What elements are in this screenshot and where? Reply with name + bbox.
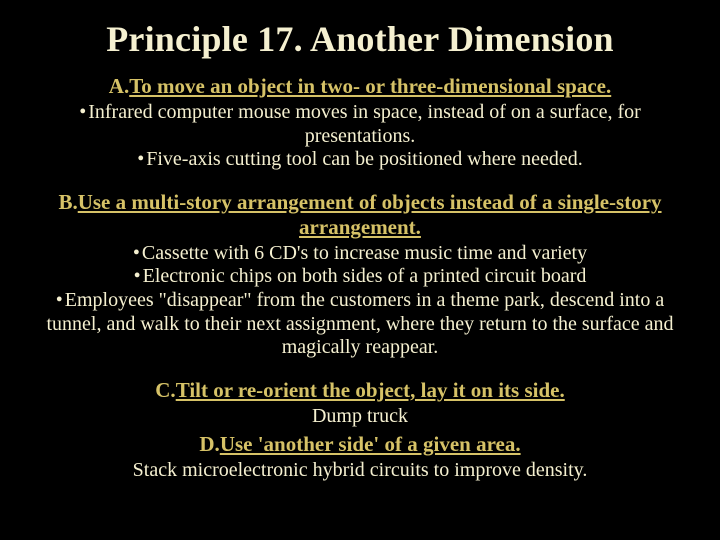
section-d-heading: D. Use 'another side' of a given area. <box>36 432 684 457</box>
section-a-heading-text: To move an object in two- or three-dimen… <box>129 74 611 98</box>
section-b-bullet-1: Cassette with 6 CD's to increase music t… <box>36 242 684 266</box>
slide-title: Principle 17. Another Dimension <box>36 18 684 60</box>
section-a-bullet-2: Five-axis cutting tool can be positioned… <box>36 148 684 172</box>
slide: Principle 17. Another Dimension A. To mo… <box>0 0 720 540</box>
section-a-heading: A. To move an object in two- or three-di… <box>36 74 684 99</box>
section-b-bullet-3: Employees "disappear" from the customers… <box>36 289 684 360</box>
section-b-heading: B. Use a multi-story arrangement of obje… <box>36 190 684 240</box>
section-b-prefix: B. <box>58 190 77 215</box>
section-b-heading-text: Use a multi-story arrangement of objects… <box>78 190 662 239</box>
section-d-line-1: Stack microelectronic hybrid circuits to… <box>36 459 684 483</box>
section-d-heading-text: Use 'another side' of a given area. <box>220 432 521 456</box>
section-a-bullet-1: Infrared computer mouse moves in space, … <box>36 101 684 148</box>
section-b-bullet-2: Electronic chips on both sides of a prin… <box>36 265 684 289</box>
section-a-prefix: A. <box>109 74 129 99</box>
section-d-prefix: D. <box>199 432 219 457</box>
section-c-line-1: Dump truck <box>36 405 684 429</box>
section-c-heading: C. Tilt or re-orient the object, lay it … <box>36 378 684 403</box>
section-c-prefix: C. <box>155 378 175 403</box>
section-c-heading-text: Tilt or re-orient the object, lay it on … <box>176 378 565 402</box>
